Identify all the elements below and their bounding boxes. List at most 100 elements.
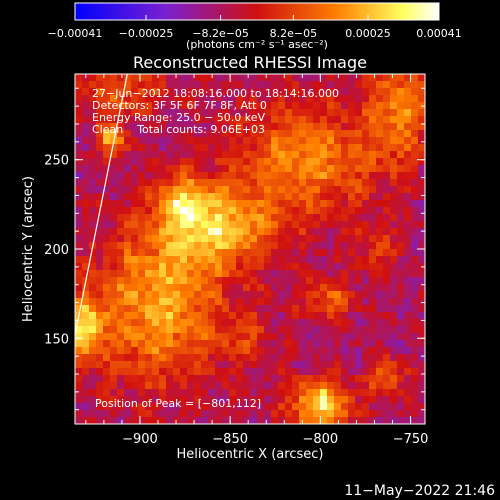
heatmap-cell [348,123,356,131]
heatmap-cell [404,81,412,89]
heatmap-cell [250,263,258,271]
heatmap-cell [131,179,139,187]
heatmap-cell [89,186,97,194]
heatmap-cell [320,361,328,369]
heatmap-cell [229,81,237,89]
heatmap-cell [264,207,272,215]
heatmap-cell [138,312,146,320]
heatmap-cell [110,144,118,152]
heatmap-cell [418,298,425,306]
heatmap-cell [404,228,412,236]
heatmap-cell [250,270,258,278]
heatmap-cell [236,81,244,89]
heatmap-cell [383,186,391,194]
heatmap-cell [334,179,342,187]
heatmap-cell [229,221,237,229]
heatmap-cell [376,284,384,292]
heatmap-cell [103,151,111,159]
heatmap-cell [236,403,244,411]
heatmap-cell [292,165,300,173]
heatmap-cell [187,277,195,285]
heatmap-cell [96,270,104,278]
heatmap-cell [145,284,153,292]
heatmap-cell [404,277,412,285]
heatmap-cell [376,172,384,180]
heatmap-cell [75,354,83,362]
heatmap-cell [215,242,223,250]
heatmap-cell [138,396,146,404]
heatmap-cell [117,417,125,424]
heatmap-cell [117,242,125,250]
heatmap-cell [271,270,279,278]
heatmap-cell [271,81,279,89]
heatmap-cell [348,207,356,215]
heatmap-cell [292,172,300,180]
heatmap-cell [397,102,405,110]
heatmap-cell [250,403,258,411]
heatmap-cell [236,144,244,152]
heatmap-cell [397,270,405,278]
heatmap-cell [327,200,335,208]
heatmap-cell [327,326,335,334]
heatmap-cell [313,193,321,201]
heatmap-cell [131,158,139,166]
heatmap-cell [229,347,237,355]
heatmap-cell [201,193,209,201]
heatmap-cell [194,417,202,424]
heatmap-cell [145,221,153,229]
heatmap-cell [376,214,384,222]
heatmap-cell [82,298,90,306]
heatmap-cell [236,130,244,138]
heatmap-cell [341,130,349,138]
heatmap-cell [334,291,342,299]
heatmap-cell [341,291,349,299]
heatmap-cell [341,165,349,173]
heatmap-cell [257,298,265,306]
heatmap-cell [208,137,216,145]
heatmap-cell [89,102,97,110]
heatmap-cell [299,368,307,376]
heatmap-cell [82,228,90,236]
heatmap-cell [264,130,272,138]
heatmap-cell [278,396,286,404]
heatmap-cell [145,270,153,278]
heatmap-cell [362,151,370,159]
heatmap-cell [355,319,363,327]
heatmap-cell [229,396,237,404]
heatmap-cell [243,291,251,299]
heatmap-cell [166,179,174,187]
heatmap-cell [362,256,370,264]
heatmap-cell [341,333,349,341]
heatmap-cell [229,305,237,313]
heatmap-cell [327,228,335,236]
heatmap-cell [271,298,279,306]
heatmap-cell [418,270,425,278]
heatmap-cell [194,354,202,362]
heatmap-cell [369,270,377,278]
heatmap-cell [327,109,335,117]
heatmap-cell [173,137,181,145]
heatmap-cell [313,207,321,215]
heatmap-cell [152,375,160,383]
heatmap-cell [131,151,139,159]
heatmap-cell [180,81,188,89]
heatmap-cell [96,137,104,145]
heatmap-cell [397,305,405,313]
heatmap-cell [138,95,146,103]
heatmap-cell [215,340,223,348]
heatmap-cell [145,109,153,117]
heatmap-cell [124,137,132,145]
heatmap-cell [271,291,279,299]
heatmap-cell [306,179,314,187]
heatmap-cell [327,298,335,306]
heatmap-cell [264,235,272,243]
heatmap-cell [264,102,272,110]
heatmap-cell [159,291,167,299]
heatmap-cell [236,88,244,96]
heatmap-cell [180,165,188,173]
heatmap-cell [348,326,356,334]
heatmap-cell [257,109,265,117]
heatmap-cell [201,340,209,348]
heatmap-cell [145,235,153,243]
heatmap-cell [173,102,181,110]
